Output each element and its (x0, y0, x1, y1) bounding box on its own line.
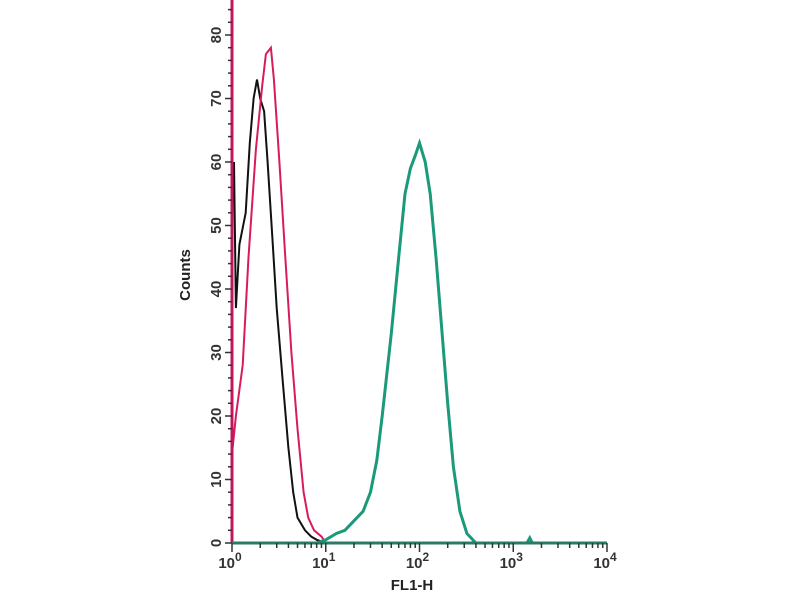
x-tick-exponent: 4 (610, 550, 617, 564)
x-tick-label: 103 (500, 550, 524, 572)
x-tick-exponent: 2 (423, 550, 430, 564)
series-line-1 (233, 79, 327, 544)
x-tick-label: 100 (218, 550, 242, 572)
series-line-2 (231, 45, 467, 544)
y-tick-label: 30 (208, 344, 225, 361)
x-tick-exponent: 0 (235, 550, 242, 564)
y-tick-label: 80 (208, 27, 225, 44)
y-tick-label: 70 (208, 90, 225, 107)
x-tick-label: 101 (312, 550, 336, 572)
y-tick-label: 20 (208, 408, 225, 425)
x-axis-label: FL1-H (391, 577, 434, 594)
y-tick-label: 10 (208, 471, 225, 488)
y-tick-label: 0 (208, 539, 225, 547)
x-tick-base: 10 (312, 555, 329, 572)
x-tick-base: 10 (500, 555, 517, 572)
y-tick-label: 50 (208, 217, 225, 234)
x-tick-label: 104 (593, 550, 617, 572)
y-axis-label: Counts (177, 249, 194, 301)
series-line-3 (232, 138, 607, 545)
x-tick-exponent: 3 (516, 550, 523, 564)
x-tick-base: 10 (593, 555, 610, 572)
y-tick-label: 40 (208, 281, 225, 298)
x-tick-label: 102 (406, 550, 430, 572)
y-tick-label: 60 (208, 154, 225, 171)
x-tick-base: 10 (218, 555, 235, 572)
x-tick-base: 10 (406, 555, 423, 572)
x-tick-exponent: 1 (329, 550, 336, 564)
